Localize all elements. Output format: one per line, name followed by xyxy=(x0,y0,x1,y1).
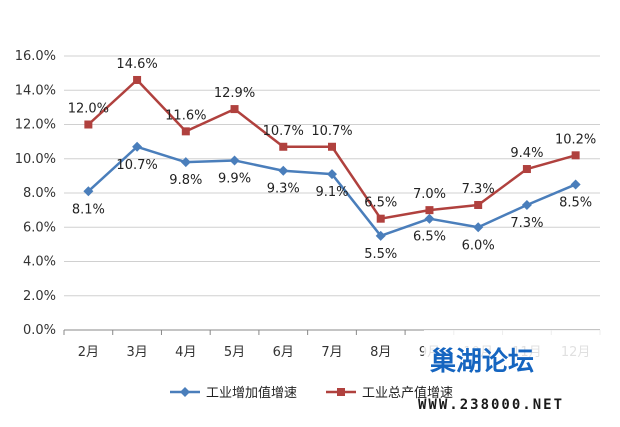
y-tick-label: 10.0% xyxy=(15,152,56,167)
data-label: 7.3% xyxy=(510,216,543,231)
y-axis-ticks: 0.0% 2.0% 4.0% 6.0% 8.0% 10.0% 12.0% 14.0% 16.0% xyxy=(15,49,56,338)
data-point-diamond xyxy=(278,165,289,176)
data-label: 11.6% xyxy=(165,108,206,123)
data-point-diamond xyxy=(83,186,94,197)
data-label: 12.0% xyxy=(68,102,109,117)
data-point-square xyxy=(571,151,580,160)
data-label: 6.0% xyxy=(462,238,495,253)
data-point-square xyxy=(425,206,434,215)
x-tick-label: 6月 xyxy=(273,345,294,360)
data-point-diamond xyxy=(132,141,143,152)
legend-label: 工业增加值增速 xyxy=(206,385,297,401)
legend-label: 工业总产值增速 xyxy=(362,385,453,401)
data-label: 7.0% xyxy=(413,187,446,202)
y-tick-label: 4.0% xyxy=(23,255,56,270)
data-point-square xyxy=(328,142,336,151)
data-labels: 8.1% 10.7% 9.8% 9.9% 9.3% 9.1% 5.5% 6.5% 6.0% 7.3… xyxy=(68,57,597,262)
data-point-diamond xyxy=(180,157,191,168)
data-label: 10.2% xyxy=(555,132,596,147)
x-tick-label: 5月 xyxy=(224,345,245,360)
data-label: 9.8% xyxy=(169,173,202,188)
data-label: 5.5% xyxy=(364,247,397,262)
data-point-square xyxy=(133,75,142,84)
data-point-diamond xyxy=(521,199,532,210)
y-tick-label: 2.0% xyxy=(23,289,56,304)
data-point-square xyxy=(474,200,483,209)
data-label: 7.3% xyxy=(462,182,495,197)
data-point-square xyxy=(230,105,239,114)
data-label: 9.9% xyxy=(218,171,251,186)
data-point-diamond xyxy=(375,230,386,241)
data-point-diamond xyxy=(327,169,337,180)
y-tick-label: 14.0% xyxy=(15,83,56,98)
legend-marker-square xyxy=(337,388,345,396)
data-point-square xyxy=(279,142,288,151)
x-tick-label: 7月 xyxy=(321,345,342,360)
data-point-diamond xyxy=(570,179,581,190)
x-tick-label: 4月 xyxy=(175,345,196,360)
watermark-url: WWW.238000.NET xyxy=(418,397,564,413)
series-group xyxy=(83,75,581,241)
data-label: 10.7% xyxy=(263,124,304,139)
y-tick-label: 0.0% xyxy=(23,323,56,338)
y-tick-label: 6.0% xyxy=(23,220,56,235)
data-label: 9.4% xyxy=(510,146,543,161)
x-tick-label: 2月 xyxy=(78,345,99,360)
data-point-square xyxy=(376,214,385,223)
data-label: 8.1% xyxy=(72,202,105,217)
y-tick-label: 8.0% xyxy=(23,186,56,201)
data-label: 8.5% xyxy=(559,195,592,210)
data-label: 14.6% xyxy=(116,57,157,72)
x-tick-label: 8月 xyxy=(370,345,391,360)
data-label: 10.7% xyxy=(116,158,157,173)
data-label: 6.5% xyxy=(413,230,446,245)
data-point-square xyxy=(181,127,190,136)
x-tick-label: 3月 xyxy=(126,345,147,360)
y-tick-label: 16.0% xyxy=(15,49,56,64)
data-point-diamond xyxy=(424,213,435,224)
data-point-square xyxy=(522,165,531,174)
legend: 工业增加值增速 工业总产值增速 xyxy=(170,385,453,401)
data-point-diamond xyxy=(229,155,240,166)
data-label: 10.7% xyxy=(311,124,352,139)
data-point-diamond xyxy=(473,222,484,233)
watermark-text: 巢湖论坛 xyxy=(429,347,534,377)
data-label: 6.5% xyxy=(364,196,397,211)
data-label: 12.9% xyxy=(214,86,255,101)
gridlines xyxy=(64,55,600,331)
data-point-square xyxy=(84,120,93,129)
data-label: 9.1% xyxy=(315,185,348,200)
watermark-backdrop xyxy=(424,330,610,382)
legend-marker-diamond xyxy=(180,387,190,397)
watermark-logo: 巢湖论坛 WWW.238000.NET xyxy=(418,330,610,413)
data-label: 9.3% xyxy=(267,182,300,197)
y-tick-label: 12.0% xyxy=(15,118,56,133)
